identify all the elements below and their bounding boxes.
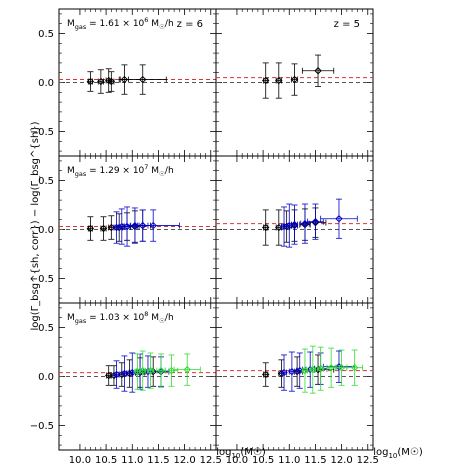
row-label: Mgas = 1.03 × 108 M☉/h [67,310,174,325]
data-point [262,370,270,379]
panel-r2-c0: 10.0 10.5 11.0 11.5 12.0 12.5 −0.5 0.0 0.5 Mgas =… [30,302,222,463]
data-point [105,371,113,380]
data-point [99,224,108,233]
y-tick-label: 0.5 [38,176,54,187]
data-point [290,75,299,84]
series-green [301,345,363,394]
series-green [133,350,201,391]
series-black [86,209,151,243]
data-point [262,76,270,85]
panel-r1-c1 [215,155,374,304]
row-label: Mgas = 1.61 × 106 M☉/h [67,16,174,31]
y-tick-label: 0.0 [38,225,54,236]
data-point [167,366,176,375]
data-point [327,363,335,372]
data-point [301,366,309,375]
x-tick-label: 10.5 [252,455,274,463]
data-point [316,364,325,373]
panel-r2-c1: 10.0 10.5 11.0 11.5 12.0 12.5 [215,302,379,463]
y-tick-label: 0.5 [38,29,54,40]
x-tick-label: 10.0 [69,455,91,463]
data-point [288,367,296,376]
data-point [296,366,304,375]
data-point [131,221,139,230]
series-black [86,64,167,95]
data-point [107,223,116,232]
series-blue [280,198,358,248]
x-tick-label: 12.0 [330,455,352,463]
y-axis-label: log(Γ_bsg^{sh, corr}) − log(Γ_bsg^{sh}) [30,121,41,330]
data-point [314,67,322,75]
y-tick-label: −0.5 [30,274,54,285]
data-point [350,363,359,372]
y-tick-label: 0.0 [38,372,54,383]
series-blue [112,206,180,247]
y-tick-label: 0.0 [38,78,54,89]
data-point [120,369,129,378]
x-tick-label: 11.0 [121,455,143,463]
panel-r0-c1: z = 5 [215,8,374,157]
x-tick-label: 12.5 [357,455,379,463]
panel-r1-c0: −0.5 0.0 0.5 Mgas = 1.29 × 107 M☉/h [30,155,217,304]
series-black [262,54,335,99]
data-point [86,77,95,86]
panel-grid: −0.5 0.0 0.5 Mgas = 1.61 × 106 M☉/h z = 6 z =… [30,8,379,463]
data-point [290,220,299,229]
data-point [139,221,147,230]
data-point [280,368,288,377]
x-tick-label: 11.5 [147,455,169,463]
data-point [335,215,343,223]
x-tick-label: 12.0 [173,455,195,463]
y-tick-label: −0.5 [30,421,54,432]
data-point [337,363,346,372]
panel-r0-c0: −0.5 0.0 0.5 Mgas = 1.61 × 106 M☉/h z = 6 [30,8,217,157]
data-point [146,366,155,375]
x-axis-label: log10(M☉) [216,447,266,460]
data-point [139,366,147,375]
x-axis-label-right: log10(M☉) [373,447,423,460]
data-point [311,217,320,226]
data-point [183,365,191,374]
data-point [86,224,95,233]
data-point [309,365,317,374]
data-point [97,77,105,86]
row-label: Mgas = 1.29 × 107 M☉/h [67,163,174,178]
data-point [262,223,270,232]
data-point [149,221,157,230]
data-point [139,75,147,84]
data-point [107,77,116,86]
column-label: z = 6 [177,19,203,30]
data-point [157,366,165,375]
x-tick-label: 10.0 [226,455,248,463]
x-tick-label: 12.5 [200,455,222,463]
axis-labels: log(Γ_bsg^{sh, corr}) − log(Γ_bsg^{sh}) … [30,121,423,460]
data-point [275,76,283,85]
y-tick-label: −0.5 [30,127,54,138]
data-point [112,370,121,379]
y-tick-label: 0.5 [38,323,54,334]
data-point [301,219,309,228]
x-tick-label: 11.5 [304,455,326,463]
x-tick-label: 10.5 [95,455,117,463]
x-tick-label: 11.0 [278,455,300,463]
column-label: z = 5 [334,19,360,30]
data-point [120,75,129,84]
